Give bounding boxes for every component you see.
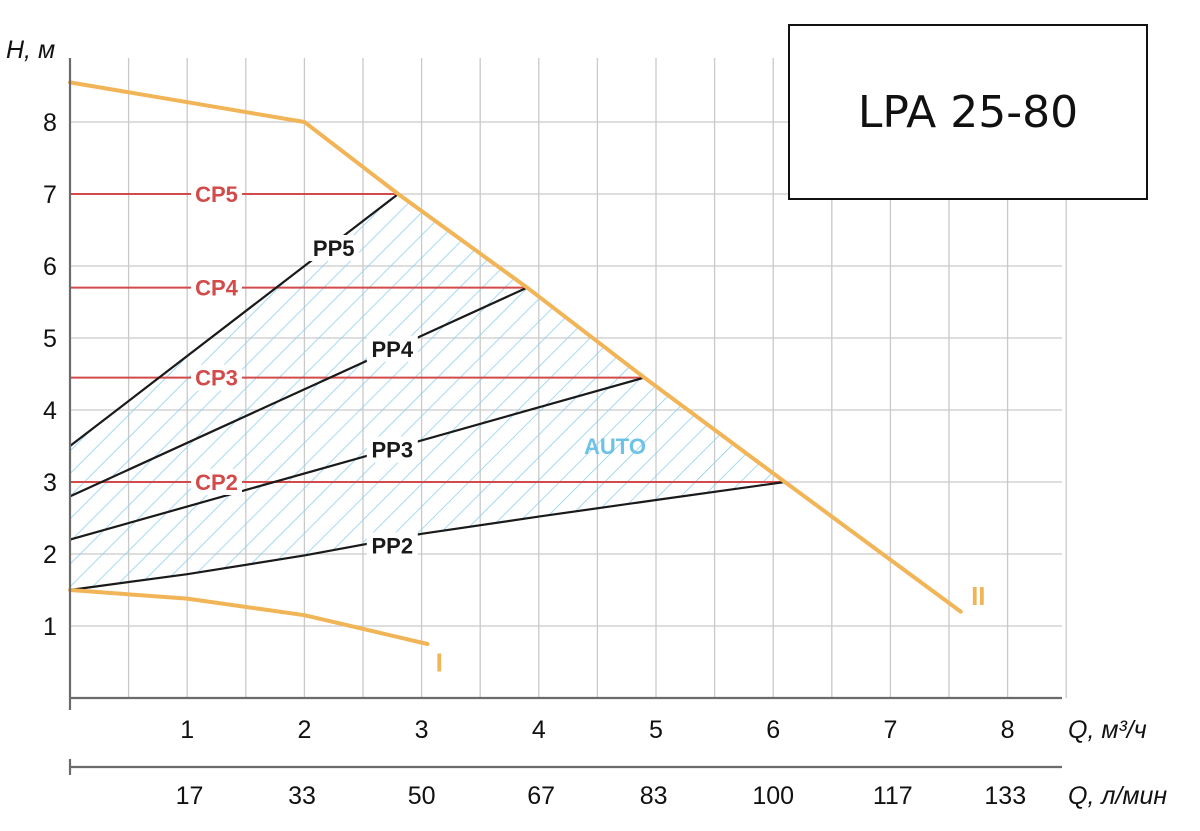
x-tick-label: 8 [1001,716,1015,744]
series-line-ii [68,80,963,614]
series-label-pp3: PP3 [372,438,414,463]
series-label-cp3: CP3 [195,366,238,391]
series-label-cp2: CP2 [195,470,238,495]
x-tick-label: 2 [297,716,311,744]
x2-tick-label: 100 [752,782,794,810]
series-line-i [68,588,430,646]
label-background [191,181,242,207]
series-line-pp3 [69,376,645,541]
y-tick-label: 6 [43,253,57,281]
x2-tick-label: 17 [176,782,204,810]
x2-tick-label: 133 [984,782,1026,810]
auto-region [70,194,785,590]
y-tick-label: 5 [43,325,57,353]
y-tick-label: 2 [43,541,57,569]
label-background [308,235,360,261]
y-axis-label: H, м [6,36,55,64]
series-label-auto: AUTO [584,434,646,459]
series-label-cp4: CP4 [195,276,239,301]
x-tick-label: 1 [180,716,194,744]
series-label-cp5: CP5 [195,182,238,207]
x-tick-label: 5 [649,716,663,744]
series-line-pp2 [69,480,786,592]
grid [70,58,1067,698]
series-label-ii: II [971,581,985,611]
series-label-pp5: PP5 [313,236,355,261]
chart-title: LPA 25-80 [857,86,1079,138]
label-background [366,436,418,463]
series-label-pp2: PP2 [372,533,414,558]
x2-axis-label: Q, л/мин [1068,782,1167,810]
x-tick-label: 3 [415,716,429,744]
y-tick-label: 1 [43,613,57,641]
x-tick-label: 7 [883,716,897,744]
y-tick-label: 3 [43,469,57,497]
label-background [366,335,418,362]
x2-tick-label: 50 [408,782,436,810]
x-tick-label: 4 [532,716,546,744]
x2-tick-label: 67 [527,782,555,810]
model-title-box: LPA 25-80 [788,24,1148,200]
y-tick-label: 4 [43,397,57,425]
x2-tick-label: 83 [640,782,668,810]
label-background [191,364,242,391]
series-line-pp4 [69,286,528,498]
x2-tick-label: 117 [873,782,913,810]
auto-region-hatch [70,194,785,590]
x-axis-label: Q, м³/ч [1068,716,1147,744]
label-background [191,274,242,301]
y-tick-label: 8 [43,109,57,137]
label-background [366,532,418,559]
y-tick-label: 7 [43,181,57,209]
series-label-pp4: PP4 [372,337,414,362]
series-lines [68,80,963,646]
x-tick-label: 6 [766,716,780,744]
series-label-i: I [436,647,443,677]
x2-tick-label: 33 [288,782,316,810]
label-background [191,469,242,495]
